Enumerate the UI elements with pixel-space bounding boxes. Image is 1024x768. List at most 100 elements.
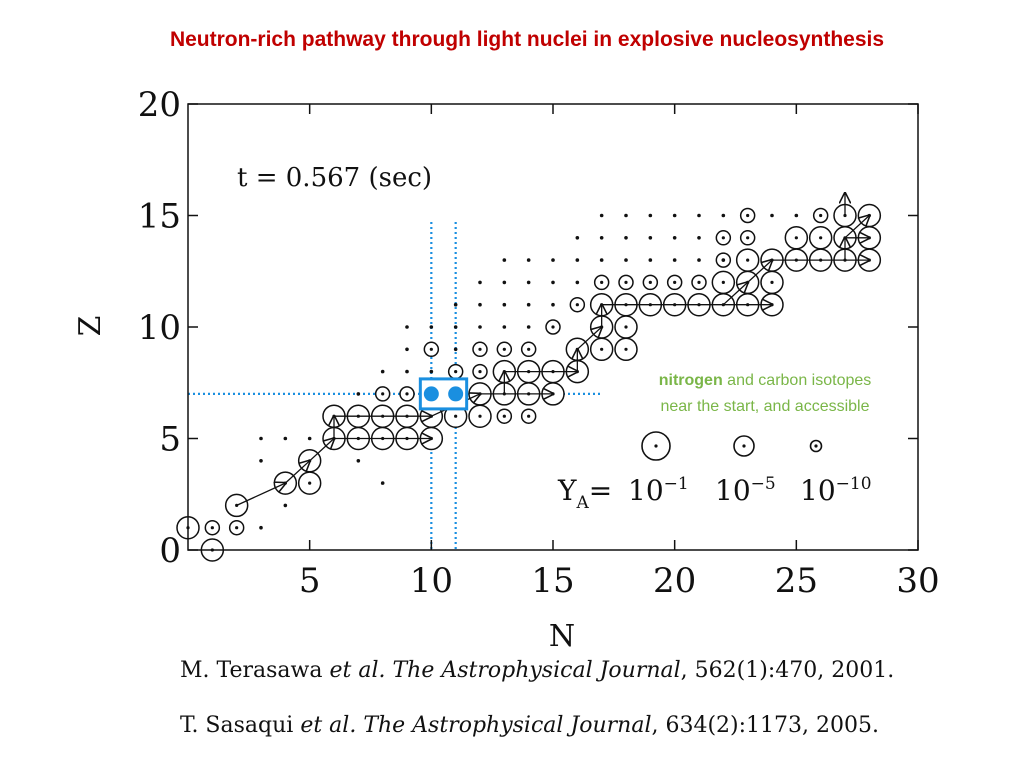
nucleus-center bbox=[454, 370, 458, 374]
nucleus-dot bbox=[624, 236, 628, 240]
pathway-arrow bbox=[284, 461, 309, 484]
legend-marker-medium bbox=[733, 435, 755, 457]
nucleus-dot bbox=[429, 369, 434, 374]
nucleus-dot bbox=[380, 481, 385, 485]
legend-marker-large bbox=[641, 431, 671, 461]
nucleus-center bbox=[624, 347, 628, 351]
nucleus-dot bbox=[453, 347, 458, 352]
x-tick-label: 30 bbox=[896, 561, 939, 601]
svg-text:10−1: 10−1 bbox=[628, 474, 689, 507]
nucleus-center bbox=[575, 303, 579, 307]
legend-subscript: A bbox=[575, 493, 589, 513]
nucleus-dot bbox=[526, 325, 531, 329]
nucleus-dot bbox=[721, 258, 726, 262]
nucleus-dot bbox=[478, 302, 482, 307]
y-tick-label: 5 bbox=[159, 420, 181, 460]
highlight-note-line1: nitrogen and carbon isotopes bbox=[659, 372, 872, 389]
nucleus-dot bbox=[502, 280, 507, 285]
x-axis-label: N bbox=[549, 619, 575, 654]
nucleus-dot bbox=[721, 213, 726, 218]
nucleus-center bbox=[600, 280, 604, 284]
abundance-legend: YA= 10−1 10−5 10−10 bbox=[557, 431, 872, 513]
nucleus-dot bbox=[478, 280, 482, 285]
nucleus-center bbox=[381, 392, 385, 396]
x-tick-label: 25 bbox=[775, 561, 818, 601]
nucleus-dot bbox=[575, 280, 580, 285]
nucleus-dot bbox=[672, 213, 677, 218]
nucleus-center bbox=[429, 347, 433, 351]
reference-journal: The Astrophysical Journal bbox=[363, 713, 652, 738]
nucleus-center bbox=[308, 481, 312, 485]
nucleus-center bbox=[746, 258, 750, 262]
y-axis-label: Z bbox=[73, 316, 108, 337]
nucleus-center bbox=[527, 347, 531, 351]
nucleus-center bbox=[600, 347, 604, 351]
pathway-arrow bbox=[722, 282, 747, 306]
pathway-arrow bbox=[309, 439, 334, 462]
reference-details: , 562(1):470, 2001. bbox=[680, 658, 895, 683]
nucleus-dot bbox=[599, 258, 604, 262]
pathway-arrow bbox=[576, 327, 601, 350]
nucleus-center bbox=[721, 280, 725, 284]
nucleus-dot bbox=[526, 302, 531, 307]
nucleus-dot bbox=[478, 325, 482, 329]
nucleus-dot bbox=[697, 258, 701, 262]
nucleus-dot bbox=[648, 258, 653, 262]
highlight-nucleus bbox=[423, 386, 439, 402]
nucleus-dot bbox=[599, 213, 604, 218]
x-tick-label: 15 bbox=[531, 561, 574, 601]
nucleus-dot bbox=[526, 280, 531, 285]
legend-label: Y bbox=[557, 474, 577, 507]
nucleus-center bbox=[819, 213, 823, 218]
legend-entry-exp: −10 bbox=[836, 474, 872, 494]
nucleus-dot bbox=[356, 392, 361, 396]
nucleus-dot bbox=[453, 302, 458, 307]
nucleus-dot bbox=[405, 369, 409, 374]
reference-author: M. Terasawa bbox=[180, 658, 323, 683]
nucleus-center bbox=[746, 213, 750, 218]
pathway-arrow bbox=[236, 483, 286, 506]
nucleus-center bbox=[721, 236, 725, 240]
svg-text:10−5: 10−5 bbox=[715, 474, 776, 507]
nucleus-dot bbox=[551, 258, 555, 262]
nucleus-center bbox=[770, 280, 774, 284]
reference-etal: et al. bbox=[300, 713, 357, 738]
nucleus-dot bbox=[697, 213, 701, 218]
nucleus-dot bbox=[259, 436, 263, 441]
legend-marker-small bbox=[809, 439, 823, 453]
reference-2: T. Sasaqui et al. The Astrophysical Jour… bbox=[180, 713, 879, 738]
nucleus-dot bbox=[356, 459, 361, 463]
nucleus-center bbox=[210, 526, 214, 530]
nucleus-center bbox=[235, 526, 239, 530]
reference-1: M. Terasawa et al. The Astrophysical Jou… bbox=[180, 658, 894, 683]
nucleus-center bbox=[527, 414, 531, 418]
nucleus-dot bbox=[502, 325, 507, 329]
nucleus-dot bbox=[259, 459, 263, 463]
nucleus-dot bbox=[551, 302, 555, 307]
reference-details: , 634(2):1173, 2005. bbox=[651, 713, 880, 738]
nucleus-dot bbox=[405, 325, 409, 329]
nucleus-dot bbox=[551, 280, 555, 285]
nucleus-dot bbox=[453, 325, 458, 329]
nucleus-dot bbox=[672, 236, 677, 240]
nucleus-dot bbox=[405, 347, 409, 352]
nucleus-dot bbox=[794, 213, 799, 218]
nucleus-center bbox=[478, 347, 482, 351]
x-tick-label: 20 bbox=[653, 561, 696, 601]
y-tick-label: 15 bbox=[138, 197, 181, 237]
nucleus-center bbox=[478, 414, 482, 418]
legend-entry-exp: −5 bbox=[751, 474, 776, 494]
nucleus-dot bbox=[380, 369, 385, 374]
nucleus-dot bbox=[770, 213, 774, 218]
nucleus-dot bbox=[259, 525, 263, 530]
nucleus-dot bbox=[624, 258, 628, 262]
y-tick-label: 0 bbox=[159, 531, 181, 571]
y-tick-label: 20 bbox=[138, 85, 181, 125]
nucleus-dot bbox=[575, 258, 580, 262]
svg-text:10−10: 10−10 bbox=[800, 474, 872, 507]
nucleus-dot bbox=[648, 213, 653, 218]
nucleus-center bbox=[502, 414, 506, 418]
nucleus-dot bbox=[624, 213, 628, 218]
nucleus-dot bbox=[672, 258, 677, 262]
